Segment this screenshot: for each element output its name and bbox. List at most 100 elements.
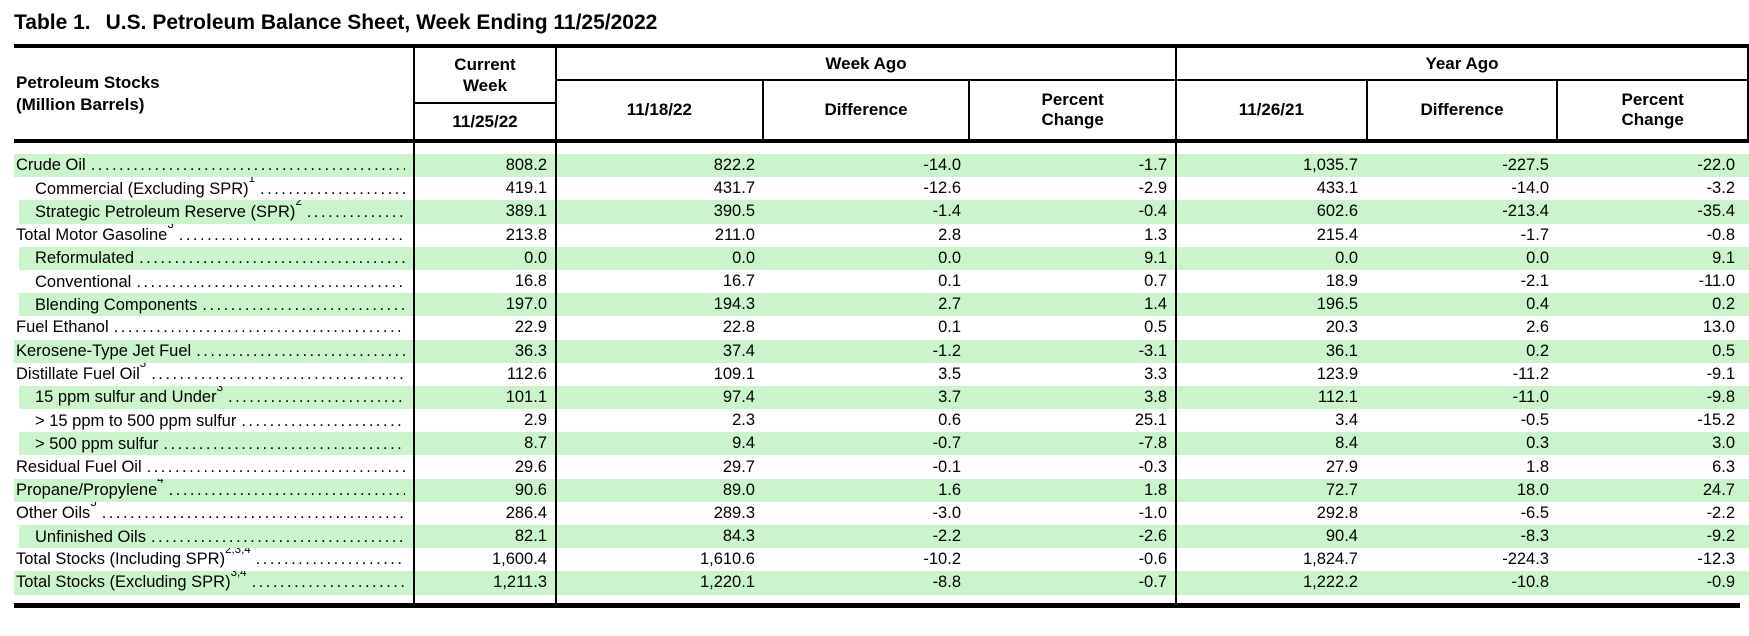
cell-year-ago-difference: 0.3: [1366, 432, 1557, 456]
cell-week-ago-value: 97.4: [557, 385, 763, 410]
table-row: Distillate Fuel Oil3 112.6 109.1 3.5 3.3 123.…: [14, 362, 1749, 386]
cell-year-ago-value: 3.4: [1175, 409, 1366, 433]
indent-spacer: [14, 269, 19, 294]
page-title: Table 1. U.S. Petroleum Balance Sheet, W…: [14, 0, 1749, 44]
cell-year-ago-percent-change: -11.0: [1698, 272, 1735, 291]
cell-week-ago-value: 1,610.6: [699, 550, 755, 569]
cell-week-ago-difference: -3.0: [932, 503, 961, 522]
dot-leader: [241, 411, 405, 431]
cell-year-ago-value: 433.1: [1175, 177, 1366, 201]
table-row: Reformulated0.00.00.09.10.00.09.1: [14, 246, 1749, 270]
cell-week-ago-difference: -10.2: [923, 550, 961, 569]
row-label-highlight: Blending Components: [19, 293, 413, 317]
table-row: Commercial (Excluding SPR)1 419.1 431.7 -12…: [14, 177, 1749, 201]
row-label: Unfinished Oils: [35, 527, 146, 546]
row-label: > 15 ppm to 500 ppm sulfur: [35, 411, 237, 430]
cell-week-ago-percent-change: 0.5: [1144, 318, 1167, 337]
row-label-highlight: Total Stocks (Including SPR)2,3,4: [14, 548, 413, 571]
cell-year-ago-value: 1,824.7: [1175, 548, 1366, 572]
cell-week-ago-value: 194.3: [557, 293, 763, 317]
footnote-ref: 2: [295, 200, 302, 209]
table-row: Total Stocks (Including SPR)2,3,4 1,600.4…: [14, 548, 1749, 572]
cell-week-ago-percent-change: -1.7: [969, 154, 1175, 178]
col-subheader-week-ago-date: 11/18/22: [626, 100, 692, 119]
row-label: Commercial (Excluding SPR)1: [35, 177, 255, 199]
cell-week-ago-value: 0.0: [557, 246, 763, 270]
row-label: Blending Components: [35, 295, 198, 314]
footnote-ref: 3: [216, 385, 224, 394]
cell-week-ago-percent-change: -2.6: [969, 525, 1175, 549]
row-label-cell: Other Oils5: [14, 502, 413, 525]
cell-week-ago-percent-change: -3.1: [969, 339, 1175, 363]
indent-spacer: [14, 177, 19, 201]
table-bottom-rule: [14, 602, 1740, 608]
cell-year-ago-value: 72.7: [1175, 478, 1366, 502]
cell-week-ago-difference: 3.5: [938, 364, 961, 383]
row-label-highlight: Other Oils5: [14, 502, 413, 525]
cell-year-ago-value: 123.9: [1175, 362, 1366, 386]
col-subheader-year-ago-date: 11/26/21: [1238, 100, 1304, 119]
cell-week-ago-value: 822.2: [557, 154, 763, 178]
cell-week-ago-percent-change: 1.8: [969, 478, 1175, 502]
cell-week-ago-percent-change: 0.7: [1144, 272, 1167, 291]
cell-week-ago-percent-change: -7.8: [969, 432, 1175, 456]
row-label-highlight: Strategic Petroleum Reserve (SPR)2: [19, 200, 413, 224]
row-label-highlight: Fuel Ethanol: [14, 316, 413, 339]
cell-year-ago-difference: -10.8: [1366, 571, 1557, 595]
row-label-cell: > 500 ppm sulfur: [14, 432, 413, 456]
row-label-cell: Commercial (Excluding SPR)1: [14, 177, 413, 201]
row-label-cell: Kerosene-Type Jet Fuel: [14, 339, 413, 363]
indent-spacer: [14, 409, 19, 433]
dot-leader: [256, 550, 405, 569]
cell-week-ago-value: 109.1: [713, 364, 755, 383]
cell-current-week: 112.6: [413, 362, 557, 386]
row-label-cell: Total Stocks (Excluding SPR)3,4: [14, 571, 413, 595]
dot-leader: [147, 458, 405, 477]
cell-year-ago-value: 36.1: [1175, 339, 1366, 363]
year-ago-subheaders: 11/26/21 Difference Percent Change: [1177, 81, 1747, 139]
row-label: Conventional: [35, 272, 132, 291]
cell-week-ago-percent-change: 3.3: [1144, 364, 1167, 383]
cell-current-week: 419.1: [413, 177, 557, 201]
indent-spacer: [14, 525, 19, 549]
dot-leader: [252, 573, 405, 592]
row-label-cell: Strategic Petroleum Reserve (SPR)2: [14, 200, 413, 224]
cell-year-ago-value: 1,035.7: [1175, 154, 1366, 178]
cell-year-ago-percent-change: -9.8: [1557, 385, 1749, 410]
cell-year-ago-difference: -213.4: [1366, 200, 1557, 224]
row-label: 15 ppm sulfur and Under3: [35, 385, 224, 407]
table-row: Fuel Ethanol 22.9 22.8 0.1 0.5 20.3 2.6 13.0: [14, 316, 1749, 340]
cell-year-ago-difference: -8.3: [1366, 525, 1557, 549]
cell-week-ago-difference: 2.8: [938, 225, 961, 244]
dot-leader: [151, 365, 405, 384]
footnote-ref: 2,3,4: [225, 548, 251, 556]
cell-week-ago-percent-change: 3.8: [969, 385, 1175, 410]
indent-spacer: [14, 432, 19, 456]
cell-current-week: 1,211.3: [413, 571, 557, 595]
table-row: > 15 ppm to 500 ppm sulfur 2.9 2.3 0.6 25.1 3…: [14, 409, 1749, 433]
dot-leader: [196, 342, 405, 361]
col-header-petroleum-stocks: Petroleum Stocks (Million Barrels): [14, 48, 413, 139]
cell-week-ago-value: 1,220.1: [557, 571, 763, 595]
row-label-cell: Distillate Fuel Oil3: [14, 363, 413, 386]
cell-year-ago-difference: -227.5: [1366, 154, 1557, 178]
row-label-cell: > 15 ppm to 500 ppm sulfur: [14, 409, 413, 433]
row-label-highlight: Residual Fuel Oil: [14, 455, 413, 478]
footnote-ref: 3,4: [230, 571, 247, 579]
cell-year-ago-difference: -2.1: [1520, 272, 1549, 291]
cell-year-ago-percent-change: -0.9: [1557, 571, 1749, 595]
row-label-highlight: Total Stocks (Excluding SPR)3,4: [14, 571, 413, 595]
cell-year-ago-difference: -11.2: [1512, 364, 1549, 383]
cell-year-ago-value: 27.9: [1175, 455, 1366, 479]
row-label-cell: 15 ppm sulfur and Under3: [14, 385, 413, 410]
cell-week-ago-difference: -1.4: [763, 200, 969, 224]
row-label-highlight: Conventional: [19, 270, 413, 293]
cell-week-ago-difference: 0.0: [763, 246, 969, 270]
cell-year-ago-percent-change: 3.0: [1557, 432, 1749, 456]
cell-current-week: 286.4: [413, 501, 557, 525]
cell-week-ago-value: 29.7: [722, 457, 755, 476]
week-ago-subheaders: 11/18/22 Difference Percent Change: [557, 81, 1175, 139]
row-label-cell: Total Motor Gasoline3: [14, 224, 413, 247]
row-label: Propane/Propylene4: [16, 479, 164, 500]
